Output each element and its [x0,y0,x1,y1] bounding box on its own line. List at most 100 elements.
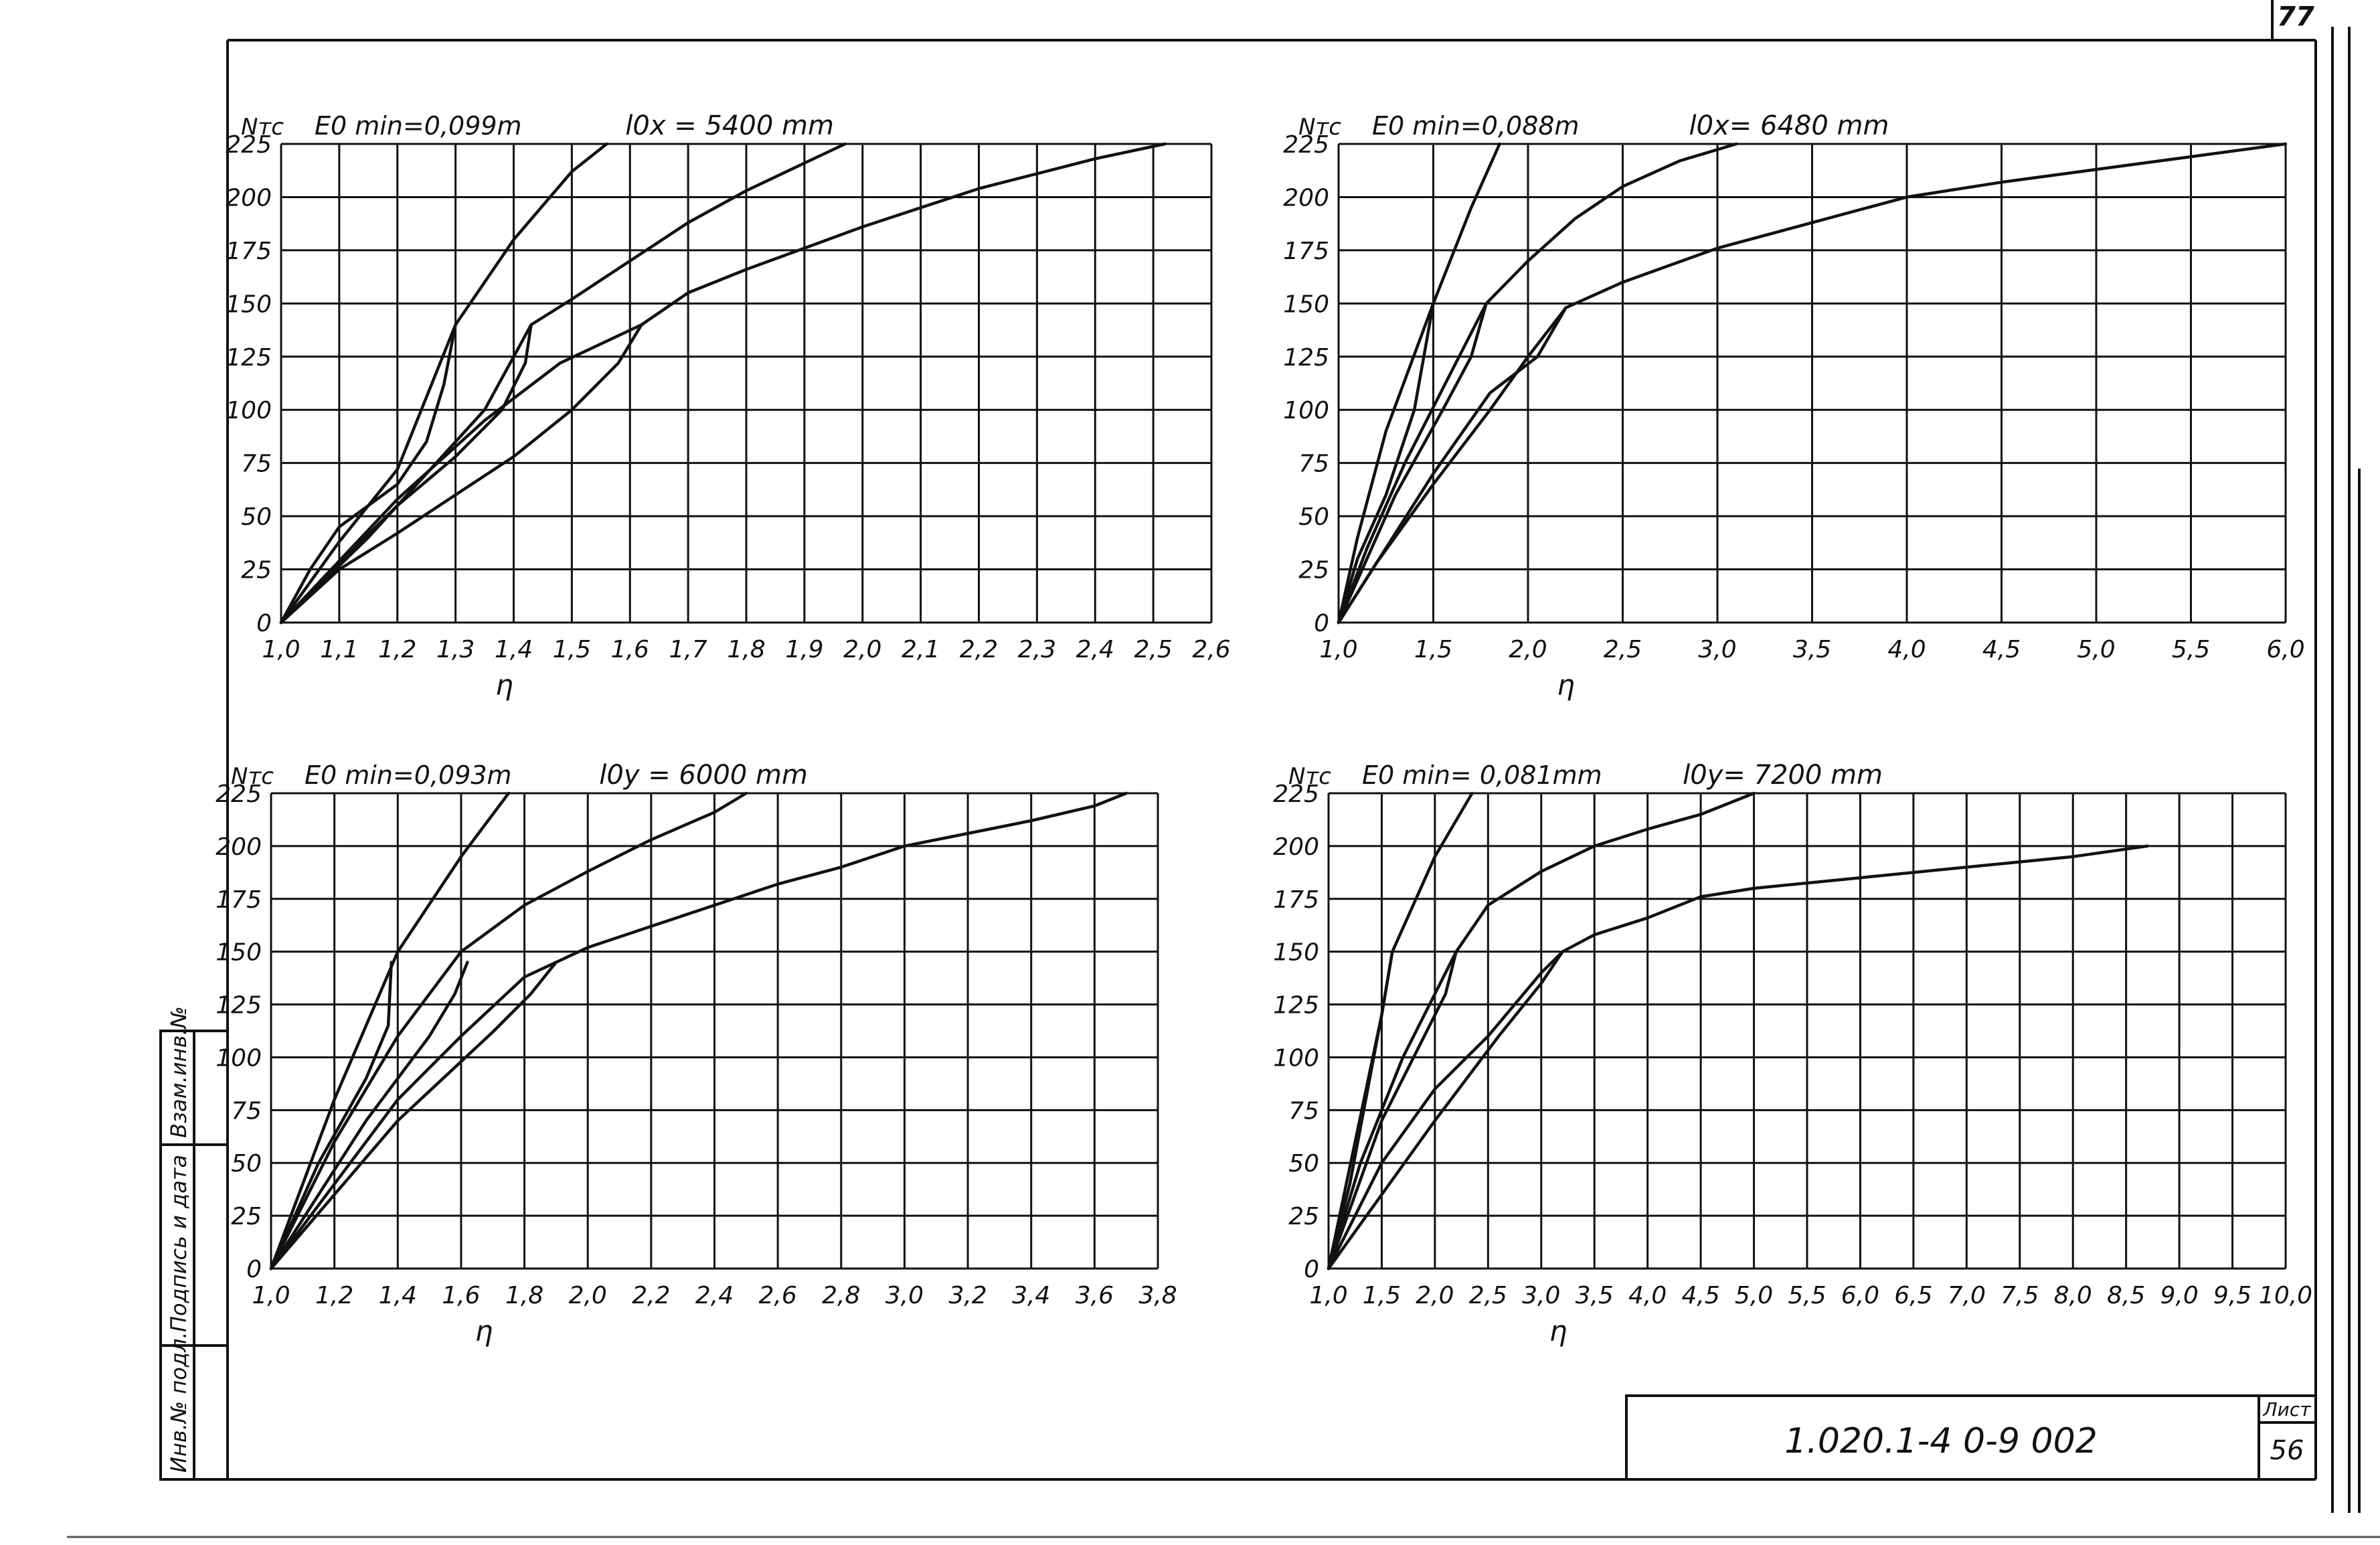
chart-subtitle-length: l0x = 5400 mm [625,110,834,141]
series-line-4 [269,961,394,1271]
y-tick-label: 225 [226,131,272,159]
y-axis-label: Nтс [241,114,284,141]
x-tick-label: 1,8 [505,1282,543,1309]
series-line-4 [1327,950,1394,1271]
x-tick-label: 3,0 [1698,636,1736,663]
x-tick-label: 2,0 [1416,1282,1454,1309]
x-tick-label: 3,5 [1793,636,1831,663]
y-tick-label: 100 [226,397,272,424]
x-tick-label: 2,6 [1192,636,1230,663]
x-tick-label: 3,0 [885,1282,924,1309]
y-tick-label: 125 [1283,344,1329,372]
y-tick-label: 25 [231,1203,262,1230]
series-line-2 [279,142,847,625]
y-axis-label: Nтс [231,763,274,790]
y-tick-label: 100 [1273,1044,1319,1072]
x-tick-label: 2,4 [695,1282,734,1309]
series-line-2 [1337,142,1738,625]
x-axis-label: η [495,669,513,702]
y-tick-label: 125 [226,344,272,372]
x-tick-label: 5,5 [2172,636,2210,663]
chart-subtitle-length: l0x= 6480 mm [1689,110,1889,141]
y-tick-label: 0 [256,610,272,637]
y-tick-label: 75 [231,1097,262,1125]
x-tick-label: 4,5 [1681,1282,1719,1309]
series-line-6 [1337,306,1567,625]
y-tick-label: 25 [241,557,272,584]
y-tick-label: 100 [1283,397,1329,424]
x-tick-label: 2,8 [822,1282,860,1309]
x-tick-label: 3,8 [1138,1282,1177,1309]
y-axis-label: Nтс [1288,763,1331,790]
stamp-inv-label: Инв.№ подл. [166,1331,191,1473]
title-block: 1.020.1-4 0-9 002 Лист 56 [1625,1394,2316,1479]
x-tick-label: 3,4 [1012,1282,1050,1309]
x-tick-label: 3,0 [1522,1282,1560,1309]
x-tick-label: 6,0 [2266,636,2304,663]
x-tick-label: 9,0 [2160,1282,2198,1309]
series-line-1 [269,791,511,1271]
y-tick-label: 200 [1273,833,1319,861]
x-tick-label: 3,2 [948,1282,987,1309]
y-tick-label: 175 [1283,238,1329,265]
series-line-6 [269,961,558,1271]
chart-bottom-left: 1,0 1,2 1,4 1,6 1,8 2,0 2,2 2,4 2,6 2,8 3,0 3,2 3,4 3… [216,760,1177,1348]
x-tick-label: 2,0 [843,636,881,663]
x-tick-label: 2,4 [1076,636,1114,663]
y-tick-label: 125 [216,992,262,1020]
y-tick-label: 150 [1283,291,1329,318]
series-line-5 [1327,950,1458,1271]
x-tick-label: 7,0 [1948,1282,1986,1309]
x-tick-label: 2,5 [1469,1282,1507,1309]
x-tick-label: 4,0 [1887,636,1926,663]
y-tick-label: 175 [216,886,262,914]
x-tick-label: 1,0 [1309,1282,1347,1309]
x-tick-label: 1,5 [1414,636,1452,663]
series-line-5 [269,961,469,1271]
y-tick-label: 50 [241,503,272,531]
chart-bottom-right: 1,0 1,5 2,0 2,5 3,0 3,5 4,0 4,5 5,0 5,5 6,0 6,5 7,0 7… [1273,760,2312,1348]
x-tick-label: 1,2 [378,636,416,663]
series-line-2 [1327,791,1756,1271]
side-stamp: Инв.№ подл. Подпись и дата Взам.инв.№ [159,1006,229,1481]
chart-subtitle-length: l0y= 7200 mm [1683,760,1883,791]
x-tick-label: 6,0 [1841,1282,1879,1309]
chart-subtitle-emin: E0 min=0,088m [1372,111,1580,141]
y-tick-label: 200 [226,184,272,212]
x-tick-label: 5,0 [1735,1282,1773,1309]
y-tick-label: 100 [216,1044,262,1072]
x-tick-label: 2,0 [1509,636,1547,663]
x-tick-label: 1,6 [611,636,649,663]
y-tick-label: 75 [1288,1097,1319,1125]
y-tick-label: 225 [216,781,262,808]
x-tick-label: 2,2 [632,1282,670,1309]
y-tick-label: 0 [1304,1256,1319,1283]
x-tick-label: 1,0 [1319,636,1357,663]
x-tick-label: 2,2 [960,636,998,663]
x-tick-label: 1,1 [320,636,358,663]
x-tick-label: 2,3 [1018,636,1056,663]
x-tick-label: 1,2 [315,1282,353,1309]
series-line-3 [1337,142,2288,625]
y-tick-label: 200 [216,833,262,861]
x-tick-label: 9,5 [2213,1282,2251,1309]
x-tick-label: 1,0 [262,636,300,663]
series-line-3 [1327,844,2149,1271]
y-tick-label: 75 [241,451,272,478]
y-tick-label: 0 [1314,610,1329,637]
x-tick-label: 4,0 [1628,1282,1667,1309]
series-line-6 [1327,950,1564,1271]
x-tick-label: 1,0 [252,1282,290,1309]
y-tick-label: 200 [1283,184,1329,212]
x-tick-label: 1,3 [436,636,475,663]
y-tick-label: 225 [1273,781,1319,808]
x-tick-label: 1,6 [442,1282,480,1309]
y-tick-label: 175 [1273,886,1319,914]
y-axis-label: Nтс [1298,114,1341,141]
x-tick-label: 2,6 [759,1282,797,1309]
x-axis-label: η [1557,669,1575,702]
x-tick-label: 8,0 [2054,1282,2092,1309]
chart-top-right: 1,0 1,5 2,0 2,5 3,0 3,5 4,0 4,5 5,0 5,5 6,0 0 25 50 75… [1283,110,2304,702]
x-tick-label: 8,5 [2107,1282,2145,1309]
